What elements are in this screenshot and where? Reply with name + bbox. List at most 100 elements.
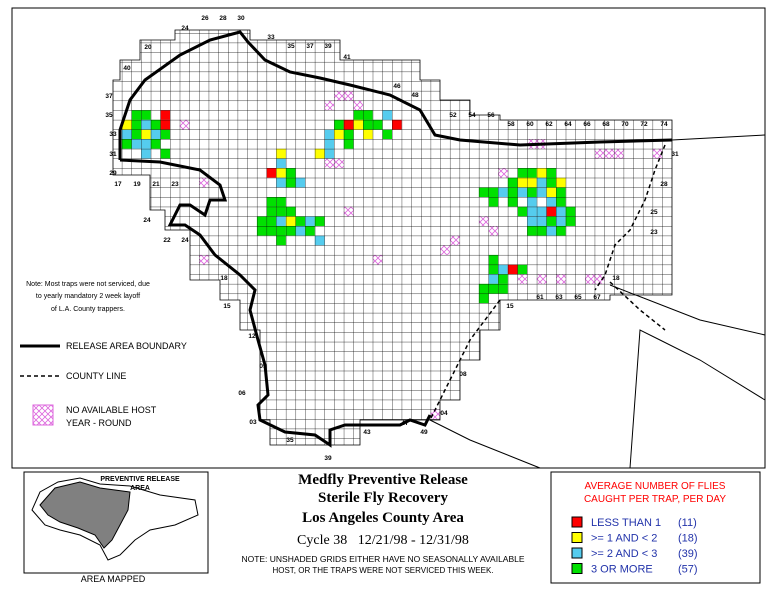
grid-label: 23 <box>650 229 658 236</box>
legend-title: CAUGHT PER TRAP, PER DAY <box>584 494 726 505</box>
grid-label: 03 <box>249 419 257 426</box>
coastline <box>629 329 766 469</box>
grid-label: 19 <box>133 181 141 188</box>
key-label: NO AVAILABLE HOST <box>66 405 157 415</box>
grid-label: 66 <box>583 121 591 128</box>
grid-label: 29 <box>109 170 117 177</box>
inset-caption: AREA MAPPED <box>81 574 146 584</box>
grid-label: 18 <box>220 275 228 282</box>
grid-label: 46 <box>393 83 401 90</box>
legend-count: (57) <box>678 564 698 576</box>
key-label: YEAR - ROUND <box>66 418 132 428</box>
grid-label: 26 <box>201 15 209 22</box>
legend-label: >= 2 AND < 3 <box>591 548 657 560</box>
legend-box <box>550 471 761 584</box>
grid-label: 56 <box>487 112 495 119</box>
grid-label: 68 <box>602 121 610 128</box>
grid-label: 06 <box>238 390 246 397</box>
legend-label: LESS THAN 1 <box>591 517 661 529</box>
trap-grid <box>112 29 673 446</box>
grid-label: 39 <box>324 455 332 462</box>
legend-title: AVERAGE NUMBER OF FLIES <box>585 481 726 492</box>
grid-label: 48 <box>411 92 419 99</box>
grid-labels: 26 28 30 24 33 35 37 39 20 41 40 46 48 37 35 52 54 56 33 31… <box>105 15 679 462</box>
grid-label: 24 <box>181 25 189 32</box>
note: to yearly mandatory 2 week layoff <box>36 293 140 300</box>
legend-swatch <box>571 563 583 574</box>
grid-label: 28 <box>219 15 227 22</box>
subtitle: Cycle 38 12/21/98 - 12/31/98 <box>297 533 469 548</box>
grid-label: 23 <box>171 181 179 188</box>
grid-label: 24 <box>181 237 189 244</box>
grid-label: 37 <box>306 43 314 50</box>
grid-label: 49 <box>420 429 428 436</box>
note: Note: Most traps were not serviced, due <box>26 281 150 288</box>
footnote: HOST, OR THE TRAPS WERE NOT SERVICED THI… <box>272 566 493 575</box>
footnote: NOTE: UNSHADED GRIDS EITHER HAVE NO SEAS… <box>241 554 524 564</box>
key-label: RELEASE AREA BOUNDARY <box>66 341 187 351</box>
legend-label: >= 1 AND < 2 <box>591 533 657 545</box>
grid-label: 47 <box>401 420 409 427</box>
grid-label: 08 <box>459 371 467 378</box>
key-hatch <box>32 404 54 426</box>
grid-label: 43 <box>363 429 371 436</box>
grid-label: 52 <box>449 112 457 119</box>
coastline <box>609 284 766 336</box>
grid-label: 63 <box>555 294 563 301</box>
grid-label: 74 <box>660 121 668 128</box>
legend-swatch <box>571 547 583 559</box>
legend-count: (11) <box>678 517 697 529</box>
grid-label: 41 <box>343 54 351 61</box>
grid-label: 28 <box>660 181 668 188</box>
legend-count: (39) <box>678 548 698 560</box>
grid-label: 31 <box>671 151 679 158</box>
grid-label: 60 <box>526 121 534 128</box>
inset-title: AREA <box>130 485 150 492</box>
grid-label: 37 <box>105 93 113 100</box>
key-label: COUNTY LINE <box>66 371 126 381</box>
grid-label: 31 <box>109 151 117 158</box>
grid-label: 33 <box>109 131 117 138</box>
grid-label: 22 <box>163 237 171 244</box>
grid-label: 09 <box>259 363 267 370</box>
note: of L.A. County trappers. <box>51 306 125 313</box>
grid-label: 15 <box>506 303 514 310</box>
grid-label: 70 <box>621 121 629 128</box>
inset-title: PREVENTIVE RELEASE <box>100 476 180 483</box>
grid-label: 12 <box>248 333 256 340</box>
grid-label: 33 <box>267 34 275 41</box>
grid-label: 62 <box>545 121 553 128</box>
legend-count: (18) <box>678 533 698 545</box>
grid-label: 40 <box>123 65 131 72</box>
coastline <box>671 134 766 141</box>
grid-label: 64 <box>564 121 572 128</box>
grid-label: 35 <box>105 112 113 119</box>
inset-release-area <box>39 481 131 549</box>
grid-label: 17 <box>114 181 122 188</box>
legend-swatch <box>571 516 583 528</box>
legend: LESS THAN 1 (11) >= 1 AND < 2 (18) >= 2 AND … <box>571 516 698 576</box>
grid-label: 72 <box>640 121 648 128</box>
grid-label: 18 <box>612 275 620 282</box>
legend-swatch <box>571 532 583 543</box>
grid-label: 58 <box>507 121 515 128</box>
grid-label: 54 <box>468 112 476 119</box>
grid-label: 39 <box>324 43 332 50</box>
release-boundary <box>119 158 432 448</box>
grid-label: 30 <box>237 15 245 22</box>
title: Los Angeles County Area <box>302 510 464 526</box>
grid-label: 21 <box>152 181 160 188</box>
grid-label: 67 <box>593 294 601 301</box>
release-boundary <box>118 30 673 160</box>
legend-label: 3 OR MORE <box>591 564 653 576</box>
grid-label: 35 <box>287 43 295 50</box>
grid-label: 24 <box>143 217 151 224</box>
grid-label: 65 <box>574 294 582 301</box>
title: Medfly Preventive Release <box>298 472 468 488</box>
coastline <box>429 419 541 469</box>
grid-label: 25 <box>650 209 658 216</box>
grid-label: 15 <box>223 303 231 310</box>
grid-label: 04 <box>440 410 448 417</box>
grid-label: 20 <box>144 44 152 51</box>
